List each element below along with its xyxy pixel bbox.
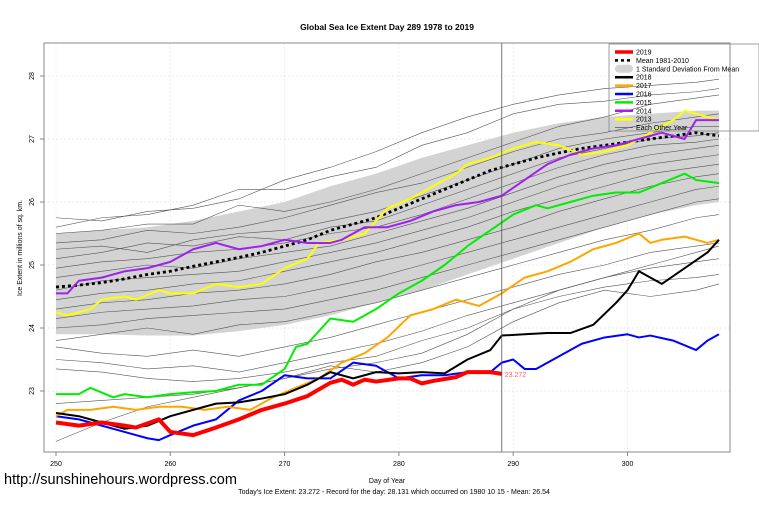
- chart-title: Global Sea Ice Extent Day 289 1978 to 20…: [300, 22, 474, 32]
- other-year-line: [55, 258, 719, 373]
- other-year-line: [55, 245, 720, 442]
- series-2015: [56, 172, 720, 399]
- other-year-line: [55, 132, 719, 259]
- series-2019: [55, 370, 503, 438]
- x-tick-label: 260: [164, 461, 176, 468]
- legend-label: Each Other Year: [636, 125, 688, 132]
- y-tick-label: 25: [29, 261, 36, 269]
- legend-label: Mean 1981-2010: [636, 58, 689, 65]
- y-tick-label: 26: [29, 198, 36, 206]
- legend-label: 2019: [636, 50, 652, 57]
- other-year-line: [55, 283, 720, 404]
- y-tick-label: 27: [29, 135, 36, 143]
- x-axis-ticks: 250 260 270 280 290 300: [50, 452, 633, 468]
- x-tick-label: 280: [393, 461, 405, 468]
- chart-subtitle: Today's Ice Extent: 23.272 - Record for …: [238, 489, 550, 496]
- other-year-line: [55, 274, 719, 382]
- highlighted-series: [55, 109, 720, 442]
- other-year-line: [55, 145, 719, 278]
- other-year-line: [55, 138, 719, 269]
- other-years-lines: [55, 78, 720, 442]
- current-value-label: 23.272: [505, 372, 527, 379]
- y-tick-label: 24: [29, 324, 36, 332]
- other-year-line: [55, 185, 719, 319]
- other-year-line: [55, 242, 719, 357]
- legend-label: 2014: [636, 108, 652, 115]
- other-year-line: [55, 154, 719, 291]
- std-dev-band: [56, 110, 719, 336]
- legend-label: 2016: [636, 92, 652, 99]
- series-2013: [55, 109, 720, 317]
- credit-url: http://sunshinehours.wordpress.com: [4, 472, 237, 488]
- other-year-line: [55, 163, 719, 300]
- legend-label: 2013: [636, 117, 652, 124]
- legend-swatch: [615, 64, 633, 73]
- series-2018: [55, 239, 720, 430]
- x-axis-label: Day of Year: [369, 478, 406, 485]
- y-tick-label: 23: [29, 387, 36, 395]
- x-tick-label: 290: [507, 461, 519, 468]
- legend-label: 2017: [636, 83, 652, 90]
- y-axis-ticks: 23 24 25 26 27 28: [29, 72, 44, 395]
- x-tick-label: 250: [50, 461, 62, 468]
- x-tick-label: 270: [279, 461, 291, 468]
- plot-frame: [43, 42, 731, 453]
- other-year-line: [55, 88, 719, 228]
- legend-box: [608, 43, 759, 132]
- legend-label: 1 Standard Deviation From Mean: [636, 66, 739, 73]
- other-year-line: [55, 214, 719, 341]
- y-axis-label: Ice Extent in millions of sq. km.: [17, 200, 24, 296]
- other-year-line: [55, 198, 719, 329]
- series-2016: [55, 333, 720, 442]
- x-tick-label: 300: [622, 461, 634, 468]
- series-2014: [56, 119, 719, 295]
- legend-label: 2018: [636, 75, 652, 82]
- series-2017: [55, 232, 720, 418]
- legend-label: 2015: [636, 100, 652, 107]
- std-dev-band-area: [56, 110, 719, 336]
- y-tick-label: 28: [29, 72, 36, 80]
